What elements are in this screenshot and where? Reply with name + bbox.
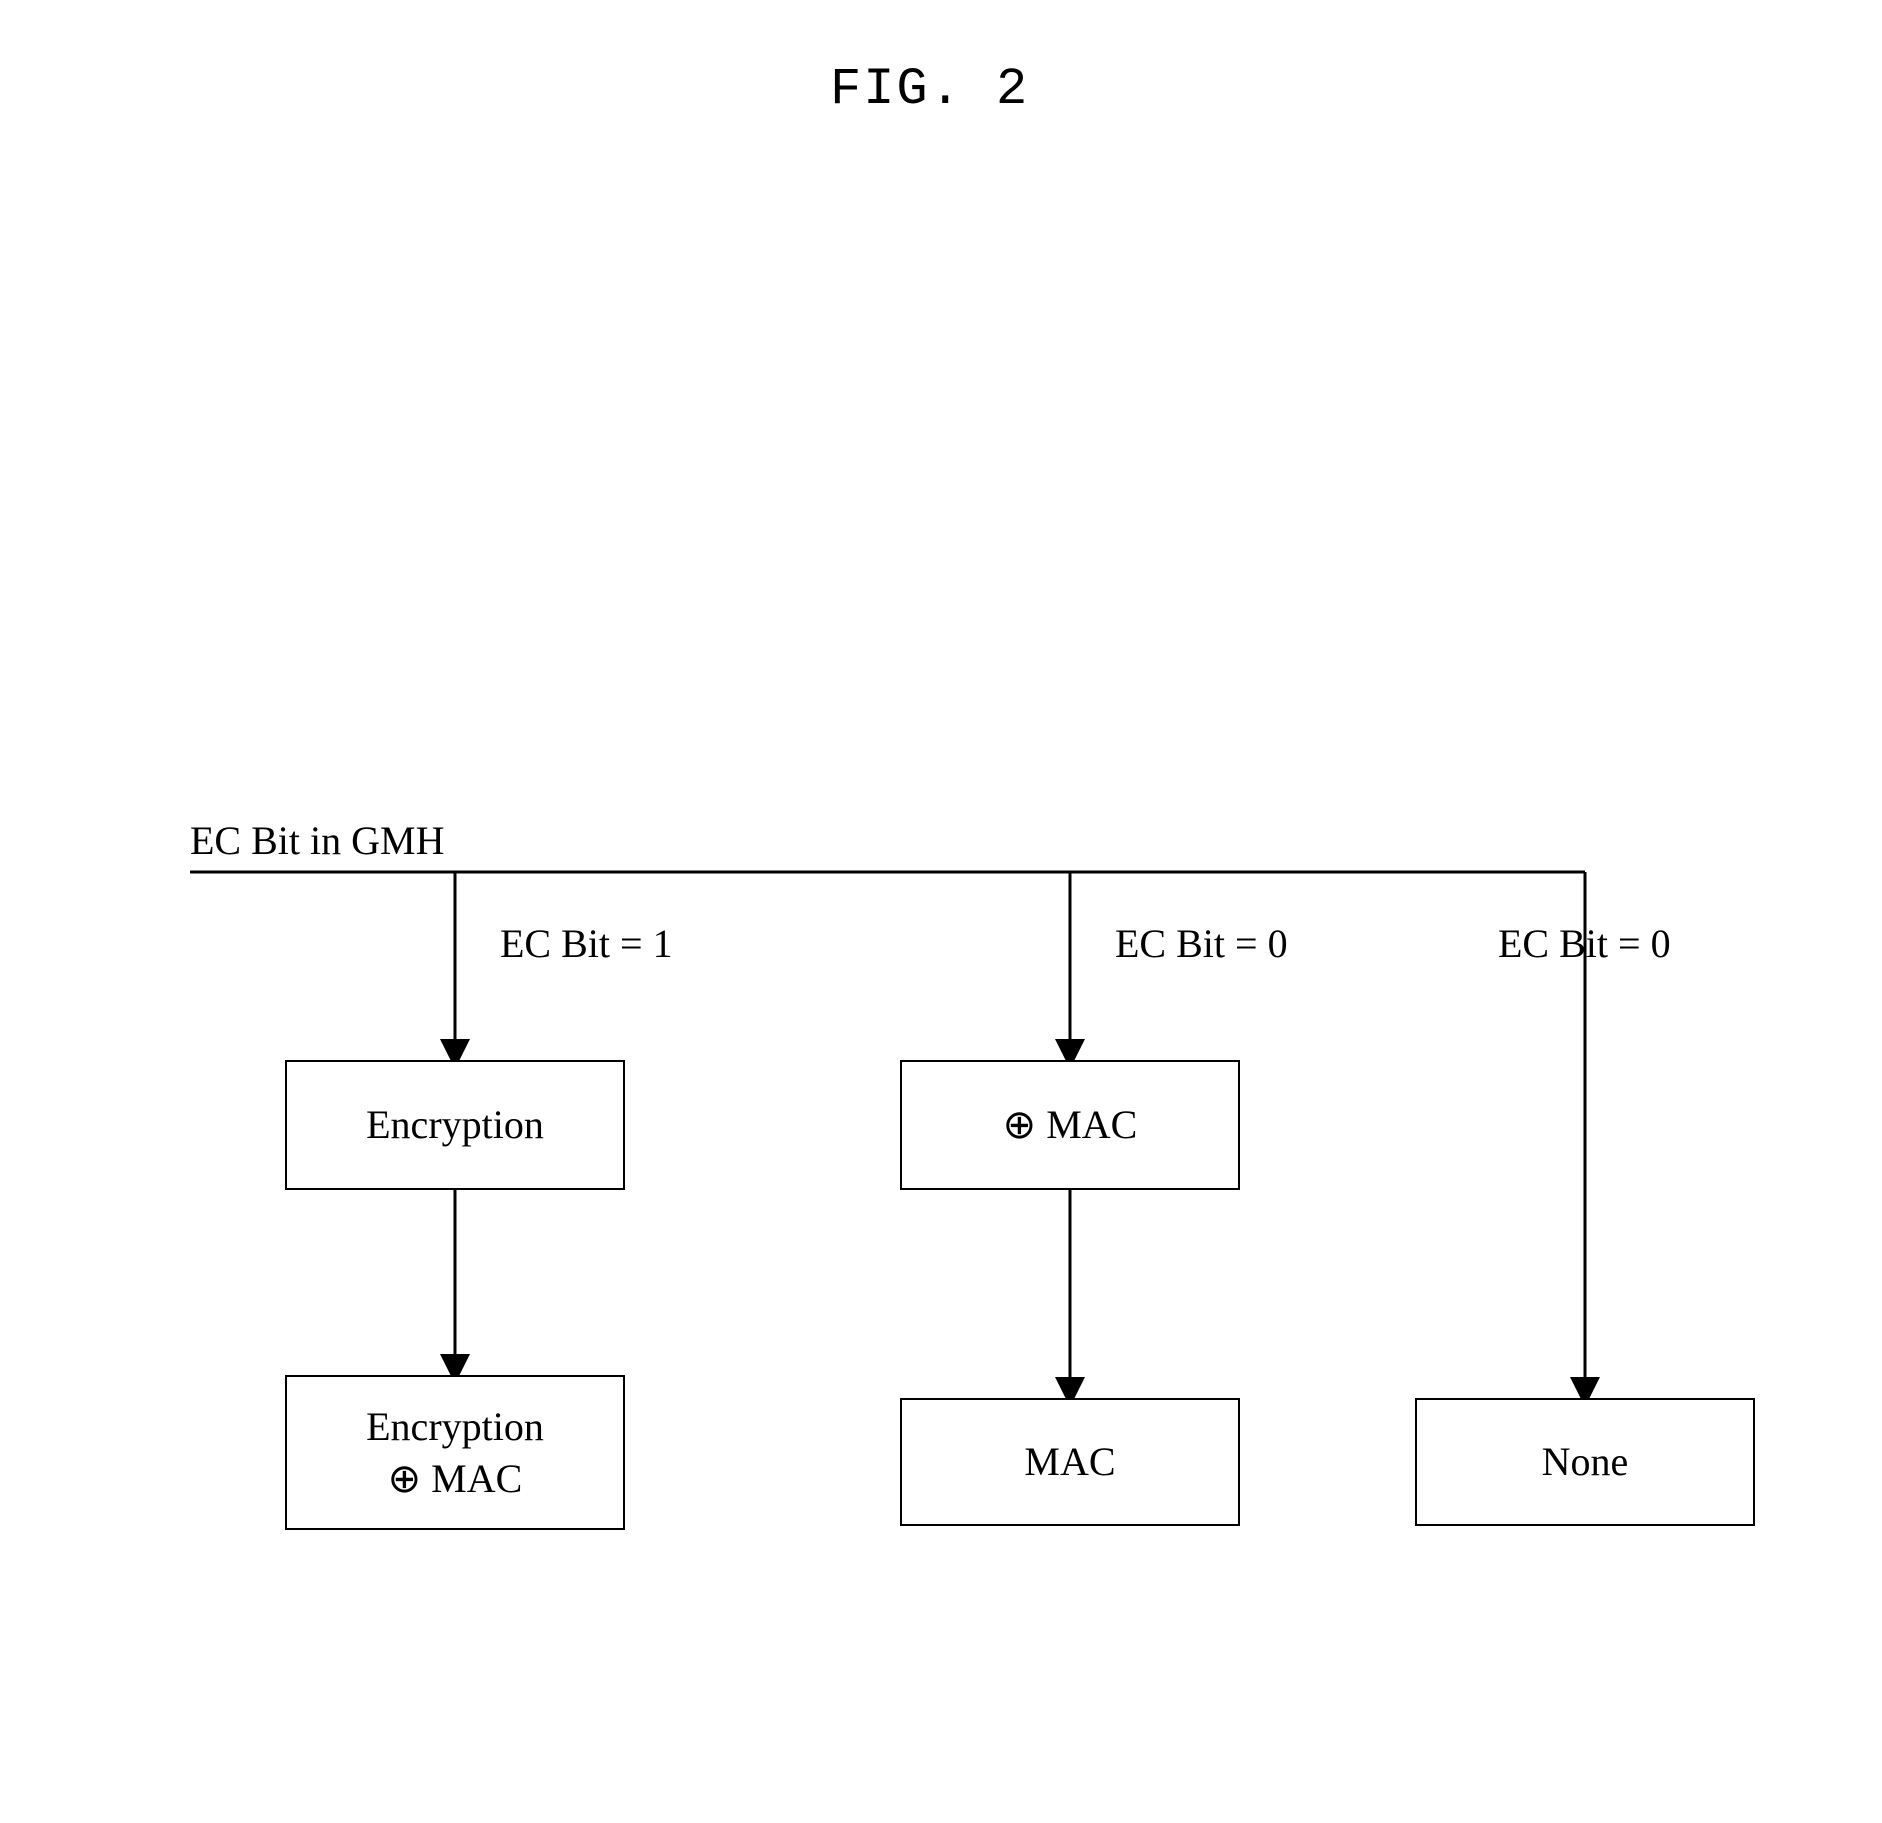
source-label: EC Bit in GMH — [190, 817, 444, 864]
flow-node-text: None — [1542, 1436, 1629, 1488]
branch-label: EC Bit = 0 — [1115, 920, 1288, 967]
flow-node: MAC — [900, 1398, 1240, 1526]
flow-node: None — [1415, 1398, 1755, 1526]
flow-node: Encryption⊕ MAC — [285, 1375, 625, 1530]
branch-label: EC Bit = 0 — [1498, 920, 1671, 967]
flow-node-text: ⊕ MAC — [1003, 1099, 1138, 1151]
diagram-lines — [0, 0, 1882, 1823]
flow-node-text: MAC — [1024, 1436, 1115, 1488]
flow-node-text: Encryption — [366, 1099, 544, 1151]
flow-node-text: Encryption⊕ MAC — [366, 1401, 544, 1505]
flow-node: Encryption — [285, 1060, 625, 1190]
flow-node: ⊕ MAC — [900, 1060, 1240, 1190]
branch-label: EC Bit = 1 — [500, 920, 673, 967]
figure-title: FIG. 2 — [830, 60, 1029, 119]
